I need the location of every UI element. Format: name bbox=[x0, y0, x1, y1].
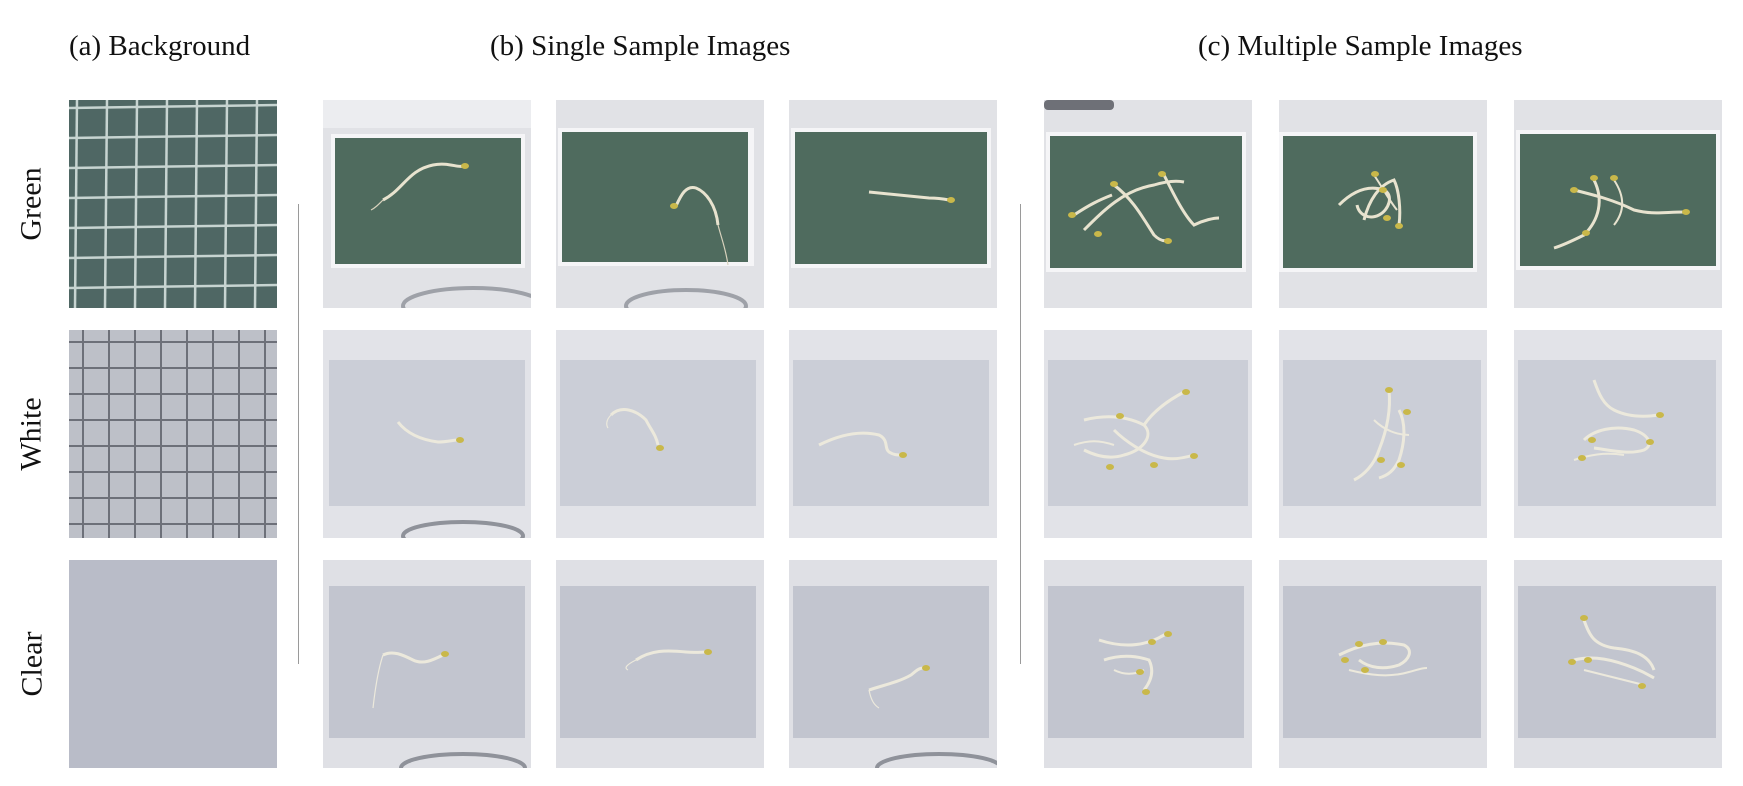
sample-photo bbox=[556, 100, 764, 308]
sample-photo bbox=[1514, 100, 1722, 308]
sample-photo bbox=[1514, 330, 1722, 538]
divider-line bbox=[1020, 204, 1021, 664]
sample-photo bbox=[789, 330, 997, 538]
background-green-texture bbox=[69, 100, 277, 308]
sample-photo bbox=[1514, 560, 1722, 768]
background-white-texture bbox=[69, 330, 277, 538]
sample-photo bbox=[789, 100, 997, 308]
header-multiple-sample: (c) Multiple Sample Images bbox=[1198, 30, 1523, 62]
sample-photo bbox=[556, 560, 764, 768]
sample-photo bbox=[1044, 330, 1252, 538]
sample-photo bbox=[1279, 330, 1487, 538]
row-label-green: Green bbox=[15, 167, 49, 241]
divider-line bbox=[298, 204, 299, 664]
sample-photo bbox=[1279, 560, 1487, 768]
sample-photo bbox=[323, 560, 531, 768]
background-clear-texture bbox=[69, 560, 277, 768]
sample-photo bbox=[789, 560, 997, 768]
sample-photo bbox=[556, 330, 764, 538]
header-background: (a) Background bbox=[69, 30, 251, 62]
sample-photo bbox=[1044, 560, 1252, 768]
sample-photo bbox=[1044, 100, 1252, 308]
sample-photo bbox=[323, 100, 531, 308]
sample-photo bbox=[323, 330, 531, 538]
header-single-sample: (b) Single Sample Images bbox=[490, 30, 791, 62]
row-label-white: White bbox=[15, 397, 48, 471]
sample-photo bbox=[1279, 100, 1487, 308]
row-label-clear: Clear bbox=[15, 631, 48, 697]
